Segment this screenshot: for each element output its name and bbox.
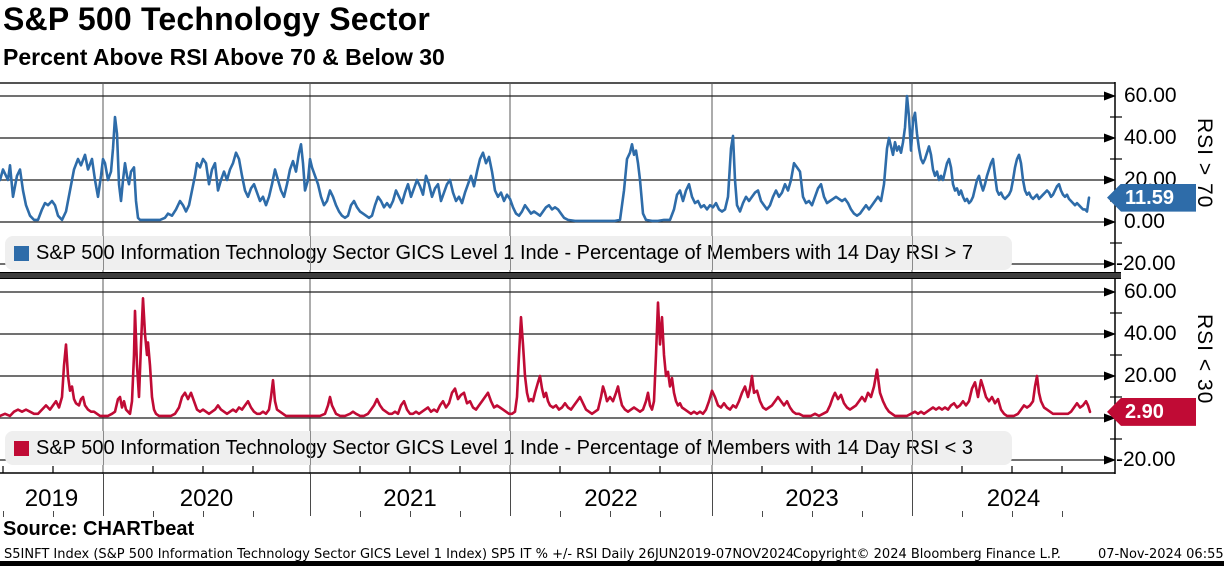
year-gridline-over-legend [912,236,913,270]
year-gridline-over-legend [712,431,713,465]
footer-copyright: Copyright© 2024 Bloomberg Finance L.P. [793,547,1061,562]
year-gridline-over-legend [103,431,104,465]
x-axis-quarter-tick [610,511,611,517]
y-axis-title-pct-members-rsi-above-70: RSI > 70 [1193,118,1216,209]
legend-rsi-above-70[interactable]: S&P 500 Information Technology Sector GI… [5,236,1012,270]
legend-rsi-below-30[interactable]: S&P 500 Information Technology Sector GI… [5,431,1012,465]
footer-security-description: S5INFT Index (S&P 500 Information Techno… [4,547,795,562]
page-subtitle: Percent Above RSI Above 70 & Below 30 [3,44,445,70]
x-axis-year-label: 2019 [24,485,79,512]
x-axis-year-separator [712,474,713,516]
rsi-above-70-chart-canvas[interactable] [0,82,1224,273]
legend-label-rsi-below-30: S&P 500 Information Technology Sector GI… [36,436,973,459]
x-axis-quarter-tick [253,511,254,517]
x-axis-quarter-tick [153,511,154,517]
page-title: S&P 500 Technology Sector [3,1,431,37]
x-axis-quarter-tick [962,511,963,517]
x-axis-quarter-tick [1012,511,1013,517]
legend-swatch-red [14,440,29,456]
year-gridline-over-legend [510,236,511,270]
x-axis-year-label: 2024 [986,485,1041,512]
x-axis-quarter-tick [203,511,204,517]
x-axis-quarter-tick [660,511,661,517]
last-value-tag-pct-members-rsi-below-30: 2.90 [1107,397,1196,426]
y-axis-label: 20.00 [1124,364,1177,387]
year-gridline-over-legend [310,431,311,465]
y-axis-label: 0.00 [1124,210,1165,233]
y-axis-label: 40.00 [1124,126,1177,149]
x-axis-quarter-tick [53,511,54,517]
year-gridline-over-legend [712,236,713,270]
panel-divider[interactable] [0,272,1121,279]
x-axis-quarter-tick [862,511,863,517]
year-gridline-over-legend [912,431,913,465]
x-axis-year-separator [103,474,104,516]
bottom-bar [0,561,1224,566]
y-axis-title-pct-members-rsi-below-30: RSI < 30 [1193,314,1216,405]
source-label: Source: CHARTbeat [3,518,195,540]
x-axis-quarter-tick [460,511,461,517]
y-axis-label: -20.00 [1116,252,1176,275]
last-value-tag-pct-members-rsi-above-70: 11.59 [1107,183,1196,212]
y-axis-label: 60.00 [1124,84,1177,107]
x-axis-quarter-tick [410,511,411,517]
y-axis-label: 40.00 [1124,322,1177,345]
x-axis-year-label: 2023 [785,485,839,512]
x-axis-quarter-tick [812,511,813,517]
x-axis-quarter-tick [360,511,361,517]
x-axis-quarter-tick [560,511,561,517]
x-axis-year-separator [310,474,311,516]
x-axis-year-label: 2021 [383,485,437,512]
year-gridline-over-legend [510,431,511,465]
x-axis-quarter-tick [3,511,4,517]
x-axis-year-label: 2022 [584,485,638,512]
x-axis-year-separator [912,474,913,516]
year-gridline-over-legend [310,236,311,270]
x-axis-quarter-tick [762,511,763,517]
y-axis-label: 60.00 [1124,280,1177,303]
y-axis-label: -20.00 [1116,448,1176,471]
footer-timestamp: 07-Nov-2024 06:55:02 [1098,547,1224,562]
x-axis-quarter-tick [1062,511,1063,517]
legend-swatch-blue [14,245,29,261]
year-gridline-over-legend [103,236,104,270]
x-axis-year-label: 2020 [179,485,234,512]
x-axis-year-separator [510,474,511,516]
legend-label-rsi-above-70: S&P 500 Information Technology Sector GI… [36,241,973,264]
